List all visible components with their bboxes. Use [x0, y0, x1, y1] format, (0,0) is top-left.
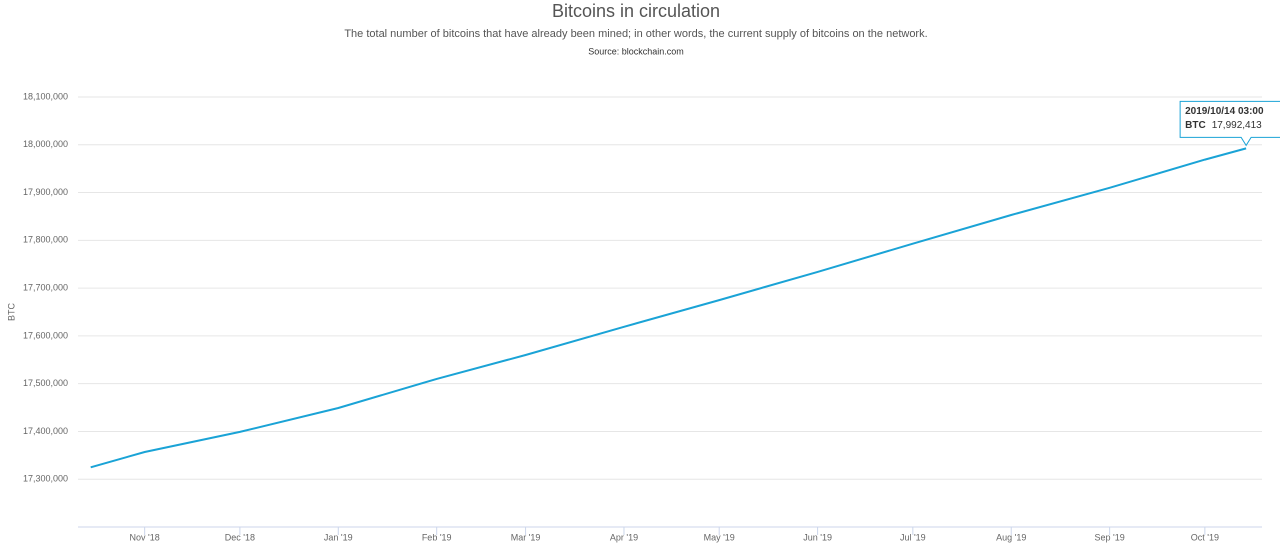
tooltip-box: [1179, 100, 1280, 147]
tooltip-value: 17,992,413: [1212, 120, 1262, 131]
x-tick-label: Jan '19: [324, 532, 353, 542]
tooltip-series: BTC: [1185, 120, 1206, 131]
x-tick-label: Feb '19: [422, 532, 452, 542]
y-tick-label: 17,500,000: [23, 378, 68, 388]
y-tick-label: 17,700,000: [23, 282, 68, 292]
x-tick-label: Nov '18: [130, 532, 160, 542]
y-tick-label: 17,600,000: [23, 330, 68, 340]
chart-title: Bitcoins in circulation: [552, 1, 720, 21]
y-axis-label: BTC: [6, 302, 16, 321]
y-tick-label: 17,300,000: [23, 474, 68, 484]
tooltip: 2019/10/14 03:00 BTC 17,992,413: [1179, 100, 1280, 147]
y-tick-label: 17,900,000: [23, 187, 68, 197]
y-tick-label: 17,800,000: [23, 235, 68, 245]
y-tick-label: 18,000,000: [23, 139, 68, 149]
y-tick-label: 18,100,000: [23, 91, 68, 101]
x-tick-label: Oct '19: [1191, 532, 1219, 542]
chart-source: Source: blockchain.com: [588, 46, 684, 56]
x-tick-label: Dec '18: [225, 532, 255, 542]
x-tick-label: May '19: [704, 532, 735, 542]
x-tick-label: Jul '19: [900, 532, 926, 542]
x-tick-label: Mar '19: [511, 532, 541, 542]
x-tick-label: Aug '19: [996, 532, 1026, 542]
chart-subtitle: The total number of bitcoins that have a…: [344, 28, 927, 40]
x-tick-label: Jun '19: [803, 532, 832, 542]
data-line: [90, 147, 1247, 469]
x-tick-label: Apr '19: [610, 532, 638, 542]
x-tick-label: Sep '19: [1095, 532, 1125, 542]
tooltip-title: 2019/10/14 03:00: [1185, 106, 1264, 117]
y-tick-label: 17,400,000: [23, 426, 68, 436]
